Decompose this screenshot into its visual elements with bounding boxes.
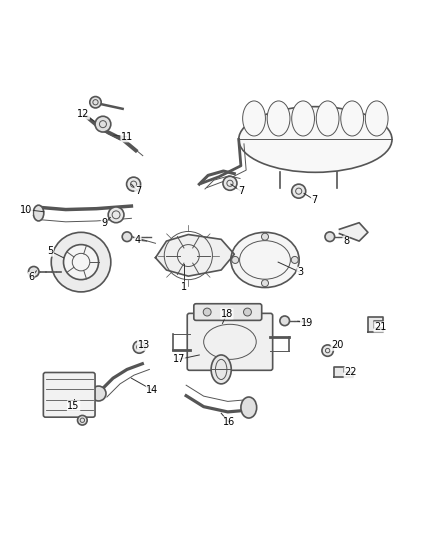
Text: 9: 9	[101, 217, 107, 228]
Circle shape	[325, 232, 335, 241]
Circle shape	[244, 308, 251, 316]
Circle shape	[322, 345, 333, 356]
Text: 20: 20	[331, 341, 343, 350]
Polygon shape	[339, 223, 368, 241]
Circle shape	[127, 177, 141, 191]
Text: 12: 12	[77, 109, 89, 119]
Circle shape	[261, 233, 268, 240]
Text: 7: 7	[311, 195, 318, 205]
Circle shape	[95, 116, 111, 132]
Text: 1: 1	[181, 282, 187, 292]
Text: 8: 8	[343, 236, 349, 246]
Circle shape	[232, 256, 239, 263]
Circle shape	[223, 176, 237, 190]
Circle shape	[78, 415, 87, 425]
Ellipse shape	[239, 107, 392, 172]
Text: 18: 18	[221, 309, 233, 319]
Text: 7: 7	[135, 186, 141, 196]
Circle shape	[280, 316, 290, 326]
FancyBboxPatch shape	[187, 313, 272, 370]
Polygon shape	[368, 317, 383, 332]
Text: 22: 22	[344, 367, 357, 377]
Circle shape	[203, 308, 211, 316]
Text: 5: 5	[47, 246, 53, 256]
Text: 10: 10	[20, 205, 32, 215]
Ellipse shape	[231, 232, 299, 287]
Circle shape	[291, 256, 298, 263]
Text: 7: 7	[238, 186, 244, 196]
Polygon shape	[155, 235, 234, 276]
Ellipse shape	[243, 101, 265, 136]
Ellipse shape	[316, 101, 339, 136]
Text: 15: 15	[67, 401, 80, 411]
Ellipse shape	[33, 205, 44, 221]
Text: 19: 19	[300, 318, 313, 328]
Text: 17: 17	[173, 354, 185, 365]
Circle shape	[292, 184, 306, 198]
Circle shape	[28, 266, 39, 277]
FancyBboxPatch shape	[194, 304, 262, 320]
Ellipse shape	[341, 101, 364, 136]
Ellipse shape	[211, 355, 231, 384]
Ellipse shape	[267, 101, 290, 136]
Text: 13: 13	[138, 341, 150, 350]
Circle shape	[108, 207, 124, 223]
Text: 21: 21	[374, 322, 386, 332]
Circle shape	[91, 386, 106, 401]
Circle shape	[122, 232, 132, 241]
Text: 14: 14	[146, 385, 159, 395]
Circle shape	[51, 232, 111, 292]
Ellipse shape	[365, 101, 388, 136]
Circle shape	[64, 245, 99, 280]
Text: 11: 11	[121, 132, 133, 142]
Ellipse shape	[241, 397, 257, 418]
Text: 4: 4	[135, 235, 141, 245]
Circle shape	[133, 341, 145, 353]
Circle shape	[90, 96, 101, 108]
Circle shape	[261, 280, 268, 287]
Text: 16: 16	[223, 417, 235, 427]
Text: 6: 6	[28, 272, 35, 282]
Text: 3: 3	[297, 267, 303, 277]
FancyBboxPatch shape	[43, 373, 95, 417]
Ellipse shape	[292, 101, 314, 136]
Polygon shape	[334, 367, 353, 377]
